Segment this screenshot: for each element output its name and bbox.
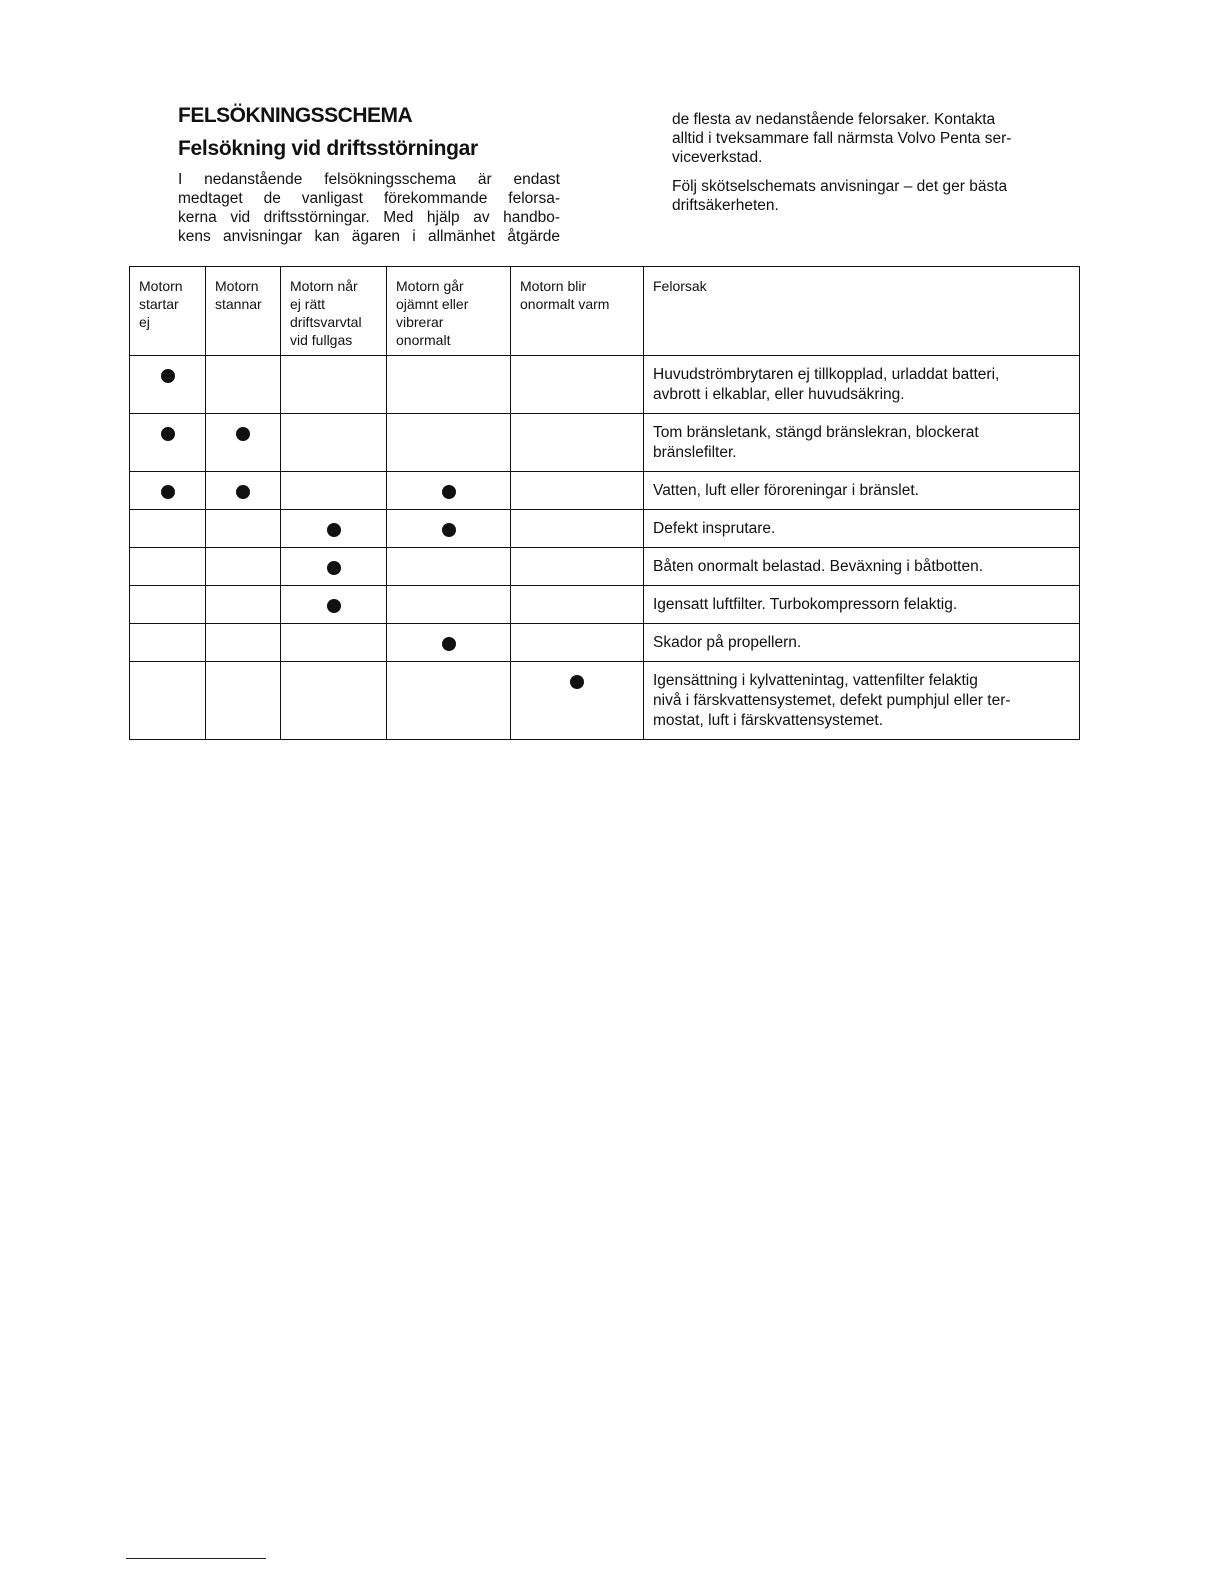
footnote-rule: [126, 1558, 266, 1559]
symptom-cell: [510, 585, 644, 624]
table-row: Båten onormalt belastad. Beväxning i båt…: [129, 547, 1080, 586]
symptom-cell: [386, 547, 511, 586]
symptom-cell: [280, 585, 387, 624]
column-header: Felorsak: [643, 266, 1080, 356]
table-row: Igensatt luftfilter. Turbokompressorn fe…: [129, 585, 1080, 624]
symptom-cell: [280, 623, 387, 662]
symptom-cell: [386, 471, 511, 510]
symptom-cell: [510, 623, 644, 662]
symptom-cell: [205, 585, 281, 624]
symptom-cell: [386, 509, 511, 548]
symptom-cell: [386, 355, 511, 414]
intro-line: medtaget de vanligast förekommande felor…: [178, 190, 560, 207]
right-column-text: de flesta av nedanstående felorsaker. Ko…: [672, 110, 1054, 225]
table-row: Defekt insprutare.: [129, 509, 1080, 548]
symptom-cell: [280, 471, 387, 510]
symptom-cell: [386, 661, 511, 740]
symptom-cell: [129, 661, 206, 740]
bullet-dot-icon: [160, 427, 175, 441]
bullet-dot-icon: [326, 599, 341, 613]
symptom-cell: [129, 547, 206, 586]
symptom-cell: [510, 547, 644, 586]
cause-cell: Skador på propellern.: [643, 623, 1080, 662]
symptom-cell: [386, 413, 511, 472]
table-row: Igensättning i kylvattenintag, vattenfil…: [129, 661, 1080, 740]
page-title: FELSÖKNINGSSCHEMA: [178, 104, 413, 127]
bullet-dot-icon: [570, 675, 584, 689]
table-header-row: Motorn startar ej Motorn stannar Motorn …: [129, 266, 1080, 356]
symptom-cell: [510, 355, 644, 414]
cause-cell: Båten onormalt belastad. Beväxning i båt…: [643, 547, 1080, 586]
bullet-dot-icon: [441, 637, 456, 651]
bullet-dot-icon: [326, 561, 341, 575]
symptom-cell: [510, 413, 644, 472]
symptom-cell: [280, 661, 387, 740]
page-subtitle: Felsökning vid driftsstörningar: [178, 137, 478, 160]
column-header: Motorn blir onormalt varm: [510, 266, 644, 356]
symptom-cell: [129, 471, 206, 510]
symptom-cell: [280, 509, 387, 548]
column-header: Motorn når ej rätt driftsvarvtal vid ful…: [280, 266, 387, 356]
column-header: Motorn stannar: [205, 266, 281, 356]
bullet-dot-icon: [160, 485, 175, 499]
intro-line: kens anvisningar kan ägaren i allmänhet …: [178, 228, 560, 245]
column-header: Motorn går ojämnt eller vibrerar onormal…: [386, 266, 511, 356]
symptom-cell: [205, 413, 281, 472]
symptom-cell: [129, 509, 206, 548]
symptom-cell: [129, 623, 206, 662]
cause-cell: Huvudströmbrytaren ej tillkopplad, urlad…: [643, 355, 1080, 414]
table-row: Vatten, luft eller föroreningar i bränsl…: [129, 471, 1080, 510]
bullet-dot-icon: [441, 485, 456, 499]
troubleshooting-table: Motorn startar ej Motorn stannar Motorn …: [129, 266, 1080, 740]
intro-line: I nedanstående felsökningsschema är enda…: [178, 171, 560, 188]
symptom-cell: [510, 661, 644, 740]
symptom-cell: [386, 623, 511, 662]
symptom-cell: [510, 509, 644, 548]
cause-cell: Vatten, luft eller föroreningar i bränsl…: [643, 471, 1080, 510]
symptom-cell: [205, 509, 281, 548]
cause-cell: Igensättning i kylvattenintag, vattenfil…: [643, 661, 1080, 740]
symptom-cell: [510, 471, 644, 510]
symptom-cell: [205, 661, 281, 740]
symptom-cell: [205, 355, 281, 414]
symptom-cell: [129, 355, 206, 414]
cause-cell: Defekt insprutare.: [643, 509, 1080, 548]
table-row: Tom bränsletank, stängd bränslekran, blo…: [129, 413, 1080, 472]
column-header: Motorn startar ej: [129, 266, 206, 356]
symptom-cell: [280, 355, 387, 414]
bullet-dot-icon: [236, 485, 250, 499]
symptom-cell: [280, 413, 387, 472]
symptom-cell: [129, 585, 206, 624]
bullet-dot-icon: [160, 369, 175, 383]
paragraph: de flesta av nedanstående felorsaker. Ko…: [672, 111, 1012, 166]
bullet-dot-icon: [236, 427, 250, 441]
symptom-cell: [205, 471, 281, 510]
bullet-dot-icon: [326, 523, 341, 537]
intro-paragraph: I nedanstående felsökningsschema är enda…: [178, 170, 560, 246]
table-row: Skador på propellern.: [129, 623, 1080, 662]
cause-cell: Igensatt luftfilter. Turbokompressorn fe…: [643, 585, 1080, 624]
symptom-cell: [129, 413, 206, 472]
intro-line: kerna vid driftsstörningar. Med hjälp av…: [178, 209, 560, 226]
paragraph: Följ skötselschemats anvisningar – det g…: [672, 178, 1008, 214]
symptom-cell: [386, 585, 511, 624]
table-row: Huvudströmbrytaren ej tillkopplad, urlad…: [129, 355, 1080, 414]
symptom-cell: [205, 623, 281, 662]
symptom-cell: [280, 547, 387, 586]
cause-cell: Tom bränsletank, stängd bränslekran, blo…: [643, 413, 1080, 472]
bullet-dot-icon: [441, 523, 456, 537]
symptom-cell: [205, 547, 281, 586]
